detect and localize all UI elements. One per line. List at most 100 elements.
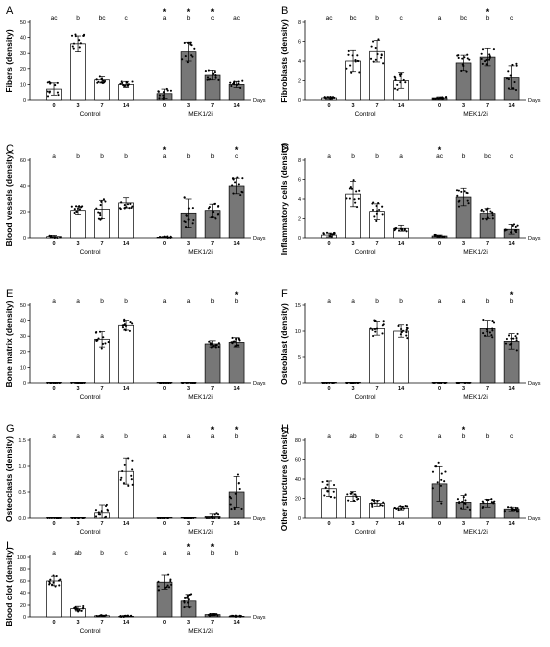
data-point [78, 516, 81, 520]
significance-letter: c [211, 15, 215, 22]
x-tick-label: 7 [101, 620, 104, 626]
y-tick-label: 40 [20, 591, 26, 597]
data-point [492, 501, 495, 504]
data-point [516, 507, 519, 510]
x-tick-label: 0 [163, 620, 166, 626]
data-point [377, 38, 380, 41]
data-point [186, 516, 189, 520]
data-point [169, 89, 172, 92]
data-point [239, 86, 242, 90]
bar-control-day-14 [393, 330, 409, 384]
data-point [217, 516, 220, 520]
data-point [191, 207, 194, 210]
significance-star: * [211, 542, 215, 552]
data-point [443, 480, 446, 483]
data-point [240, 190, 243, 193]
data-point [184, 516, 187, 520]
data-point [354, 58, 357, 62]
data-point [516, 510, 519, 513]
data-point [181, 58, 184, 61]
group-label-1: MEK1/2i [188, 249, 213, 256]
significance-letter: a [163, 153, 167, 160]
data-point [94, 515, 98, 518]
data-point [82, 34, 85, 37]
data-point [491, 217, 494, 220]
data-point [126, 203, 130, 206]
data-point [480, 52, 483, 55]
data-point [355, 206, 359, 209]
data-point [332, 483, 336, 487]
data-point [394, 228, 397, 231]
data-point [468, 381, 471, 385]
y-tick-label: 1.5 [18, 438, 26, 444]
data-point [489, 210, 492, 213]
data-point [238, 487, 241, 491]
significance-letter: bc [99, 15, 107, 22]
data-point [405, 324, 408, 327]
days-label: Days [528, 381, 541, 387]
significance-letter: ac [326, 15, 334, 22]
x-tick-label: 3 [77, 241, 80, 247]
x-tick-label: 0 [327, 103, 330, 109]
y-tick-label: 0.5 [18, 490, 26, 496]
data-point [515, 508, 518, 511]
data-point [349, 64, 352, 67]
data-point [482, 502, 485, 505]
data-point [49, 235, 52, 238]
data-point [380, 54, 383, 57]
data-point [191, 381, 194, 385]
data-point [169, 236, 172, 239]
data-point [213, 71, 216, 74]
data-point [121, 324, 124, 327]
data-point [345, 67, 348, 70]
data-point [163, 516, 166, 520]
data-point [158, 97, 161, 100]
data-point [233, 507, 236, 511]
data-point [381, 332, 384, 335]
group-label-0: Control [80, 249, 102, 256]
y-axis-label: Blood vessels (density) [4, 151, 14, 246]
data-point [165, 586, 168, 589]
data-point [131, 205, 134, 208]
data-point [491, 214, 494, 217]
data-point [231, 342, 234, 345]
panel-letter-g: G [6, 423, 15, 435]
data-point [405, 334, 408, 337]
data-point [216, 614, 219, 617]
data-point [191, 222, 194, 225]
group-label-1: MEK1/2i [463, 394, 488, 401]
data-point [357, 497, 360, 501]
data-point [488, 53, 491, 56]
data-point [186, 381, 190, 385]
x-tick-label: 14 [123, 521, 130, 527]
days-label: Days [253, 98, 266, 104]
data-point [183, 606, 186, 609]
data-point [49, 578, 52, 581]
y-tick-label: 0 [23, 98, 26, 104]
data-point [490, 498, 493, 501]
data-point [326, 483, 329, 486]
significance-letter: a [327, 433, 331, 440]
x-tick-label: 7 [376, 521, 379, 527]
x-tick-label: 7 [486, 386, 489, 392]
significance-letter: c [235, 153, 239, 160]
significance-letter: c [399, 15, 403, 22]
data-point [381, 504, 384, 507]
group-label-1: MEK1/2i [188, 394, 213, 401]
data-point [95, 207, 98, 210]
y-tick-label: 0 [298, 236, 301, 242]
data-point [158, 236, 162, 239]
data-point [381, 213, 384, 216]
data-point [239, 194, 242, 197]
data-point [123, 84, 126, 88]
data-point [204, 70, 207, 73]
data-point [508, 334, 511, 337]
significance-letter: b [211, 153, 215, 160]
bar-mek1-2i-day-14 [228, 342, 245, 384]
data-point [480, 57, 483, 61]
data-point [131, 80, 134, 83]
data-point [119, 82, 122, 85]
data-point [166, 89, 169, 92]
data-point [371, 499, 374, 502]
